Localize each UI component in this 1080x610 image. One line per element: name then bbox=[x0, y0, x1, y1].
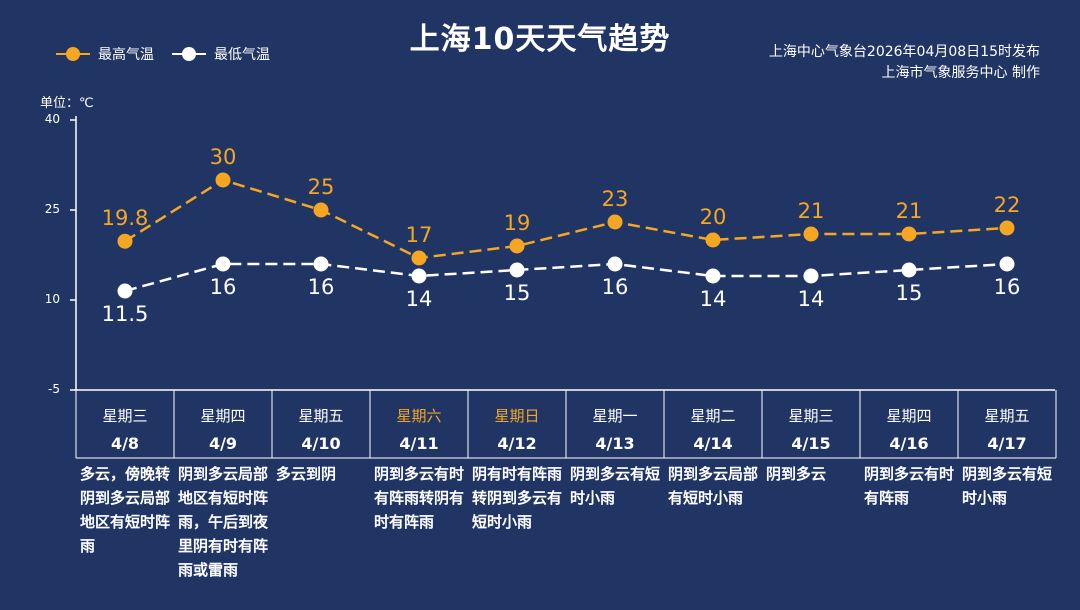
weekday-label: 星期一 bbox=[592, 407, 638, 425]
date-label: 4/15 bbox=[791, 434, 831, 453]
data-point-low bbox=[901, 262, 917, 278]
data-point-low bbox=[215, 256, 231, 272]
source-note: 上海中心气象台2026年04月08日15时发布 上海市气象服务中心 制作 bbox=[769, 42, 1040, 84]
data-label-high: 19.8 bbox=[102, 206, 149, 230]
weekday-label: 星期日 bbox=[494, 407, 540, 425]
data-point-high bbox=[215, 172, 231, 188]
legend-low-label: 最低气温 bbox=[214, 47, 270, 63]
weekday-label: 星期三 bbox=[102, 407, 148, 425]
data-label-low: 16 bbox=[210, 275, 237, 299]
legend-item-high[interactable]: 最高气温 bbox=[56, 44, 154, 64]
weather-description: 多云，傍晚转阴到多云局部地区有短时阵雨 bbox=[80, 465, 171, 555]
data-point-low bbox=[803, 268, 819, 284]
data-point-high bbox=[607, 214, 623, 230]
weather-description: 阴有时有阵雨转阴到多云有短时小雨 bbox=[472, 465, 563, 531]
weekday-label: 星期二 bbox=[690, 407, 736, 425]
data-label-high: 23 bbox=[602, 187, 629, 211]
weather-description: 阴到多云局部有短时小雨 bbox=[668, 465, 759, 507]
legend-low-marker bbox=[172, 47, 206, 61]
weekday-label: 星期五 bbox=[298, 407, 344, 425]
weekday-label: 星期三 bbox=[788, 407, 834, 425]
y-tick-label: 10 bbox=[44, 292, 60, 306]
data-point-low bbox=[999, 256, 1015, 272]
data-point-high bbox=[313, 202, 329, 218]
data-label-low: 14 bbox=[406, 287, 433, 311]
legend-high-marker bbox=[56, 47, 90, 61]
data-label-high: 22 bbox=[994, 193, 1021, 217]
data-label-low: 16 bbox=[602, 275, 629, 299]
data-label-high: 30 bbox=[210, 145, 237, 169]
y-tick-label: -5 bbox=[48, 382, 60, 396]
series-line-low bbox=[124, 262, 1008, 293]
weather-description: 阴到多云 bbox=[766, 465, 827, 483]
source-line-1: 上海中心气象台2026年04月08日15时发布 bbox=[768, 44, 1040, 60]
data-point-low bbox=[117, 283, 133, 299]
data-point-high bbox=[901, 226, 917, 242]
data-point-high bbox=[509, 238, 525, 254]
weather-description: 阴到多云有时有阵雨 bbox=[864, 465, 955, 507]
data-label-high: 25 bbox=[308, 175, 335, 199]
date-label: 4/12 bbox=[497, 434, 537, 453]
data-label-low: 15 bbox=[896, 281, 923, 305]
data-point-high bbox=[411, 250, 427, 266]
chart-title: 上海10天天气趋势 bbox=[409, 22, 671, 57]
date-label: 4/14 bbox=[693, 434, 733, 453]
data-label-high: 19 bbox=[504, 211, 531, 235]
y-tick-label: 25 bbox=[44, 202, 60, 216]
weekday-label: 星期四 bbox=[886, 407, 932, 425]
date-label: 4/13 bbox=[595, 434, 635, 453]
data-label-low: 15 bbox=[504, 281, 531, 305]
data-label-low: 14 bbox=[700, 287, 727, 311]
weather-description: 阴到多云有短时小雨 bbox=[570, 465, 661, 507]
legend-item-low[interactable]: 最低气温 bbox=[172, 44, 270, 64]
date-label: 4/17 bbox=[987, 434, 1027, 453]
source-line-2: 上海市气象服务中心 制作 bbox=[881, 65, 1040, 81]
unit-label: 单位：℃ bbox=[40, 96, 94, 111]
date-label: 4/8 bbox=[110, 434, 140, 453]
data-label-low: 11.5 bbox=[102, 302, 149, 326]
date-label: 4/16 bbox=[889, 434, 929, 453]
series-line-high bbox=[124, 178, 1008, 260]
y-tick-label: 40 bbox=[44, 112, 60, 126]
data-label-low: 14 bbox=[798, 287, 825, 311]
weekday-label: 星期六 bbox=[396, 407, 442, 425]
data-point-low bbox=[705, 268, 721, 284]
weather-description: 阴到多云有时有阵雨转阴有时有阵雨 bbox=[374, 465, 465, 531]
weather-description: 阴到多云局部地区有短时阵雨，午后到夜里阴有时有阵雨或雷雨 bbox=[178, 465, 269, 579]
data-point-low bbox=[411, 268, 427, 284]
data-point-high bbox=[117, 233, 133, 249]
legend-high-label: 最高气温 bbox=[98, 47, 154, 63]
data-label-high: 21 bbox=[798, 199, 825, 223]
legend: 最高气温 最低气温 bbox=[56, 44, 288, 64]
data-label-low: 16 bbox=[994, 275, 1021, 299]
weather-description: 多云到阴 bbox=[276, 465, 337, 483]
data-label-high: 17 bbox=[406, 223, 433, 247]
data-point-low bbox=[509, 262, 525, 278]
data-point-high bbox=[705, 232, 721, 248]
weekday-label: 星期五 bbox=[984, 407, 1030, 425]
weather-description: 阴到多云有短时小雨 bbox=[962, 465, 1053, 507]
date-label: 4/9 bbox=[208, 434, 238, 453]
data-label-high: 21 bbox=[896, 199, 923, 223]
weekday-label: 星期四 bbox=[200, 407, 246, 425]
data-point-high bbox=[803, 226, 819, 242]
data-label-low: 16 bbox=[308, 275, 335, 299]
date-label: 4/10 bbox=[301, 434, 341, 453]
data-label-high: 20 bbox=[700, 205, 727, 229]
data-point-high bbox=[999, 220, 1015, 236]
data-point-low bbox=[607, 256, 623, 272]
date-label: 4/11 bbox=[399, 434, 439, 453]
data-point-low bbox=[313, 256, 329, 272]
